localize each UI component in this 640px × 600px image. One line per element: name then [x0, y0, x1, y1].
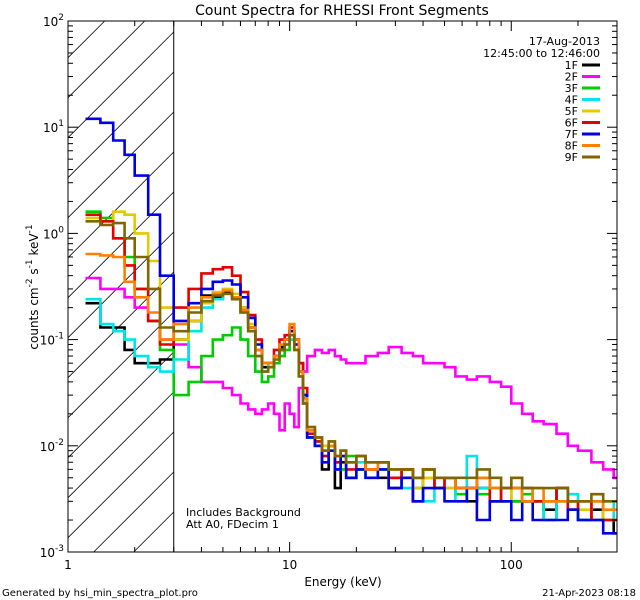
x-axis-label: Energy (keV) — [304, 575, 381, 589]
y-tick-label: 102 — [43, 13, 64, 29]
annotation-background: Includes Background — [186, 506, 301, 519]
legend-label-2F: 2F — [565, 71, 578, 84]
legend-label-9F: 9F — [565, 151, 578, 164]
plot-frame — [67, 20, 618, 553]
legend-label-6F: 6F — [565, 117, 578, 130]
y-tick-label: 10-2 — [40, 438, 64, 454]
series-line-8F — [85, 252, 617, 511]
y-tick-label: 101 — [43, 119, 64, 135]
annotation-attenuator: Att A0, FDecim 1 — [186, 518, 279, 531]
series-line-2F — [85, 276, 617, 480]
y-tick-label: 100 — [43, 225, 64, 241]
footer-generated-by: Generated by hsi_min_spectra_plot.pro — [2, 588, 198, 599]
legend-label-1F: 1F — [565, 59, 578, 72]
series-line-9F — [85, 220, 617, 503]
date-label: 17-Aug-2013 — [529, 35, 600, 48]
legend-label-3F: 3F — [565, 82, 578, 95]
series-line-7F — [85, 117, 617, 535]
hatched-region — [67, 20, 175, 553]
axis-ticks: 1 10 100 10-3 10-2 10-1 100 101 102 — [40, 13, 618, 572]
legend-label-4F: 4F — [565, 94, 578, 107]
x-tick-label: 10 — [282, 558, 297, 572]
series-lines — [85, 117, 617, 535]
legend-label-7F: 7F — [565, 128, 578, 141]
x-tick-label: 1 — [64, 558, 72, 572]
x-tick-label: 100 — [500, 558, 523, 572]
y-tick-label: 10-3 — [40, 544, 64, 560]
y-axis-label-text: counts cm-2 s-1 keV-1 — [25, 224, 41, 349]
legend-label-5F: 5F — [565, 105, 578, 118]
series-line-3F — [85, 210, 617, 522]
chart-title: Count Spectra for RHESSI Front Segments — [195, 3, 489, 19]
footer-timestamp: 21-Apr-2023 08:18 — [542, 588, 636, 599]
series-line-5F — [85, 210, 617, 522]
y-tick-label: 10-1 — [40, 332, 64, 348]
hatch-lines — [67, 20, 174, 553]
time-range-label: 12:45:00 to 12:46:00 — [483, 47, 600, 60]
legend-label-8F: 8F — [565, 140, 578, 153]
y-axis-label: counts cm-2 s-1 keV-1 — [25, 224, 41, 349]
series-line-6F — [85, 213, 617, 522]
